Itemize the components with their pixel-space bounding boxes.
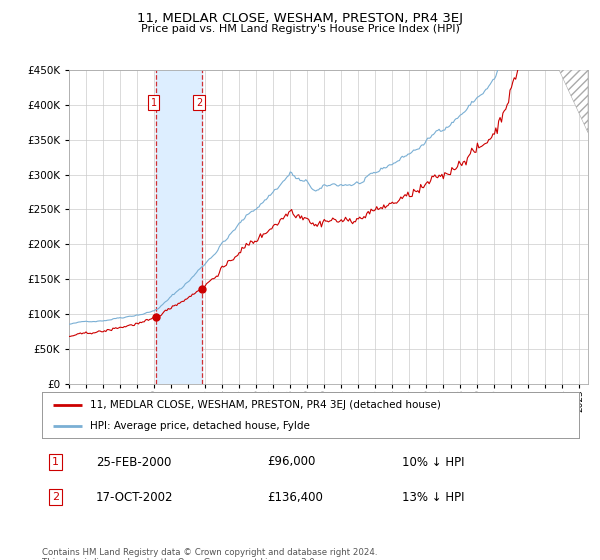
Text: Price paid vs. HM Land Registry's House Price Index (HPI): Price paid vs. HM Land Registry's House … [140, 24, 460, 34]
Text: 25-FEB-2000: 25-FEB-2000 [96, 455, 171, 469]
Text: 1: 1 [52, 457, 59, 467]
Text: 1: 1 [151, 98, 157, 108]
Text: £136,400: £136,400 [268, 491, 323, 504]
Text: 17-OCT-2002: 17-OCT-2002 [96, 491, 173, 504]
Text: 11, MEDLAR CLOSE, WESHAM, PRESTON, PR4 3EJ: 11, MEDLAR CLOSE, WESHAM, PRESTON, PR4 3… [137, 12, 463, 25]
Text: HPI: Average price, detached house, Fylde: HPI: Average price, detached house, Fyld… [91, 422, 310, 431]
Text: 11, MEDLAR CLOSE, WESHAM, PRESTON, PR4 3EJ (detached house): 11, MEDLAR CLOSE, WESHAM, PRESTON, PR4 3… [91, 400, 441, 410]
Bar [157, 70, 202, 384]
Text: 2: 2 [52, 492, 59, 502]
Text: 2: 2 [196, 98, 202, 108]
Text: 10% ↓ HPI: 10% ↓ HPI [402, 455, 464, 469]
Polygon shape [559, 70, 588, 133]
Text: 13% ↓ HPI: 13% ↓ HPI [402, 491, 464, 504]
Text: Contains HM Land Registry data © Crown copyright and database right 2024.
This d: Contains HM Land Registry data © Crown c… [42, 548, 377, 560]
Text: £96,000: £96,000 [268, 455, 316, 469]
